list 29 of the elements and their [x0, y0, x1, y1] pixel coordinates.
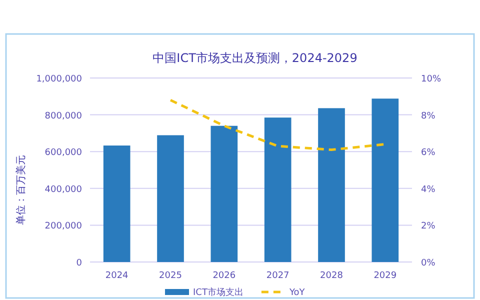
y-tick-label: 400,000	[44, 184, 82, 195]
y2-tick-label: 2%	[421, 222, 436, 232]
bar	[318, 108, 345, 262]
bar	[210, 126, 238, 262]
y-tick-label: 800,000	[44, 111, 82, 122]
legend-label: YoY	[288, 288, 306, 298]
x-tick-label: 2026	[212, 271, 236, 281]
bar	[264, 118, 292, 262]
bar	[103, 146, 130, 262]
y2-tick-label: 0%	[421, 258, 436, 268]
line-series	[169, 98, 386, 152]
y2-tick-label: 4%	[421, 184, 436, 195]
bar	[157, 135, 184, 262]
x-tick-label: 2025	[159, 271, 182, 281]
x-tick-label: 2028	[320, 271, 344, 281]
y2-tick-label: 6%	[421, 148, 436, 158]
y-tick-label: 600,000	[44, 148, 82, 158]
y-tick-label: 0	[76, 258, 82, 268]
bar	[372, 98, 399, 262]
y-axis-title: 单位：百万美元	[15, 155, 27, 225]
x-tick-label: 2029	[374, 271, 397, 281]
chart-title: 中国ICT市场支出及预测，2024-2029	[152, 51, 358, 65]
y2-tick-label: 10%	[421, 74, 442, 84]
y-tick-label: 1,000,000	[36, 74, 82, 84]
y2-tick-label: 8%	[421, 111, 436, 122]
x-tick-label: 2024	[105, 271, 129, 281]
y-tick-label: 200,000	[44, 222, 82, 232]
legend-label: ICT市场支出	[193, 287, 244, 298]
x-tick-label: 2027	[266, 271, 290, 281]
